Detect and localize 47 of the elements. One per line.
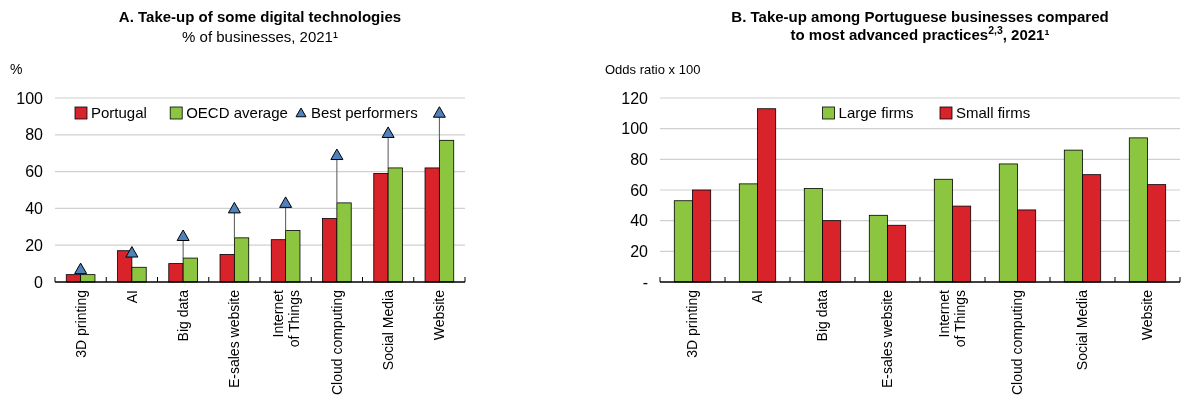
x-tick-label: E-sales website (226, 289, 243, 389)
chart-title: B. Take-up among Portuguese businesses compared to most advanced practices$^{2,3}$, 2021¹ (731, 8, 1109, 43)
x-tick-label: 3D printing (72, 290, 89, 358)
y-tick-label: 0 (34, 273, 44, 291)
point (279, 196, 293, 208)
legend-label: Large firms (838, 104, 914, 122)
y-tick-label: 100 (16, 89, 44, 107)
x-tick-label: Big data (175, 289, 192, 342)
x-tick-label: Website (431, 289, 448, 341)
x-tick-label: 3D printing (684, 290, 701, 358)
x-tick-label: Website (1139, 289, 1156, 341)
x-tick-label: E-sales website (879, 289, 896, 389)
chart-title: A. Take-up of some digital technologies (118, 8, 402, 25)
y-axis-title: Odds ratio x 100 (605, 62, 701, 77)
y-tick-label: 20 (25, 236, 44, 254)
chart-subtitle: % of businesses, 2021¹ (182, 28, 338, 45)
y-tick-label: 80 (25, 126, 44, 144)
point (227, 201, 241, 214)
y-tick-label: 60 (25, 163, 44, 181)
y-tick-label: 40 (630, 212, 649, 230)
point (74, 262, 88, 275)
y-tick-label: 40 (25, 200, 44, 217)
legend-label: Best performers (311, 104, 418, 122)
point (381, 126, 395, 138)
x-tick-label: Social Media (380, 289, 397, 371)
x-tick-label: AI (123, 290, 140, 304)
y-tick-label: 60 (630, 181, 649, 199)
y-axis-title: % (10, 61, 23, 77)
y-tick-label: 80 (630, 150, 649, 168)
point (432, 106, 446, 118)
x-tick-label: Social Media (1074, 289, 1091, 371)
x-tick-label: AI (749, 290, 766, 304)
legend-label: OECD average (186, 104, 288, 122)
x-tick-label: Big data (814, 289, 831, 342)
y-tick-label: - (642, 273, 648, 291)
x-tick-label: Internet of Things (936, 289, 969, 348)
x-tick-label: Cloud computing (328, 290, 345, 396)
y-tick-label: 100 (621, 120, 649, 138)
x-tick-label: Internet of Things (269, 289, 302, 348)
y-tick-label: 120 (621, 89, 649, 107)
x-tick-label: Cloud computing (1009, 290, 1026, 396)
point (176, 229, 190, 241)
point (330, 148, 344, 161)
legend-label: Portugal (91, 104, 147, 122)
y-tick-label: 20 (630, 242, 649, 260)
point (125, 246, 139, 258)
legend-label: Small firms (956, 104, 1031, 122)
